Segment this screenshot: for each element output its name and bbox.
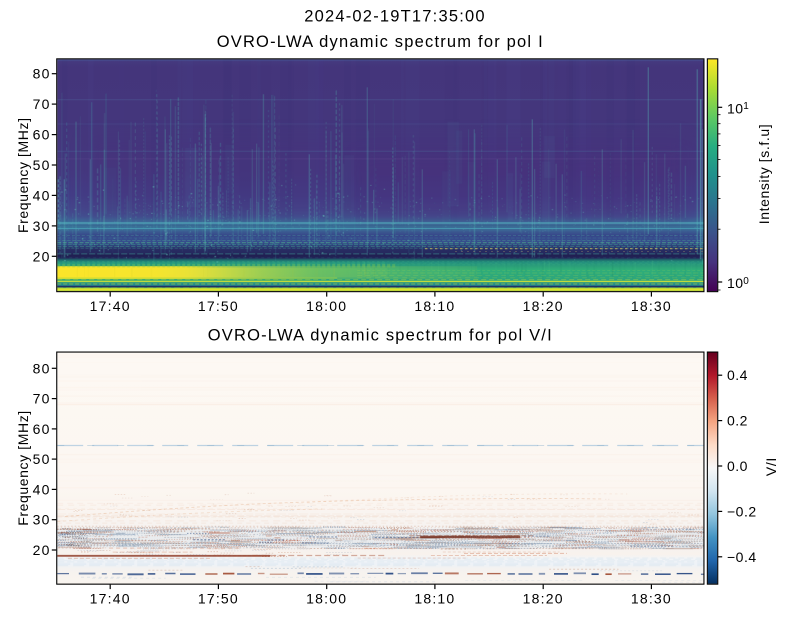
svg-text:OVRO-LWA dynamic spectrum for: OVRO-LWA dynamic spectrum for pol V/I [208, 326, 553, 344]
svg-text:−0.2: −0.2 [727, 503, 757, 519]
svg-text:20: 20 [33, 248, 51, 264]
svg-text:60: 60 [33, 127, 51, 143]
svg-text:60: 60 [33, 421, 51, 437]
svg-text:0.4: 0.4 [727, 367, 748, 383]
svg-text:18:30: 18:30 [631, 591, 672, 607]
svg-text:17:50: 17:50 [198, 298, 239, 314]
svg-text:18:30: 18:30 [631, 298, 672, 314]
svg-text:70: 70 [33, 96, 51, 112]
svg-text:18:20: 18:20 [523, 298, 564, 314]
svg-text:70: 70 [33, 391, 51, 407]
svg-text:0: 0 [743, 276, 749, 287]
svg-text:80: 80 [33, 360, 51, 376]
svg-text:Frequency [MHz]: Frequency [MHz] [15, 117, 31, 233]
svg-text:10: 10 [727, 275, 744, 291]
svg-text:20: 20 [33, 542, 51, 558]
svg-text:18:20: 18:20 [523, 591, 564, 607]
svg-text:1: 1 [743, 101, 749, 112]
svg-text:2024-02-19T17:35:00: 2024-02-19T17:35:00 [304, 8, 486, 26]
svg-text:80: 80 [33, 66, 51, 82]
svg-text:30: 30 [33, 512, 51, 528]
svg-text:50: 50 [33, 451, 51, 467]
svg-text:30: 30 [33, 218, 51, 234]
svg-text:18:00: 18:00 [306, 298, 347, 314]
svg-text:V/I: V/I [763, 457, 779, 476]
svg-text:0.0: 0.0 [727, 458, 748, 474]
svg-text:40: 40 [33, 187, 51, 203]
svg-text:−0.4: −0.4 [727, 549, 757, 565]
svg-text:10: 10 [727, 100, 744, 116]
svg-text:50: 50 [33, 157, 51, 173]
svg-text:17:40: 17:40 [90, 298, 131, 314]
svg-text:0.2: 0.2 [727, 413, 748, 429]
svg-text:OVRO-LWA dynamic spectrum for: OVRO-LWA dynamic spectrum for pol I [217, 33, 544, 51]
svg-text:Intensity [s.f.u]: Intensity [s.f.u] [756, 124, 772, 224]
svg-text:17:40: 17:40 [90, 591, 131, 607]
svg-text:Frequency [MHz]: Frequency [MHz] [15, 410, 31, 526]
svg-text:18:10: 18:10 [414, 298, 455, 314]
svg-text:18:00: 18:00 [306, 591, 347, 607]
svg-text:40: 40 [33, 481, 51, 497]
svg-text:17:50: 17:50 [198, 591, 239, 607]
svg-text:18:10: 18:10 [414, 591, 455, 607]
